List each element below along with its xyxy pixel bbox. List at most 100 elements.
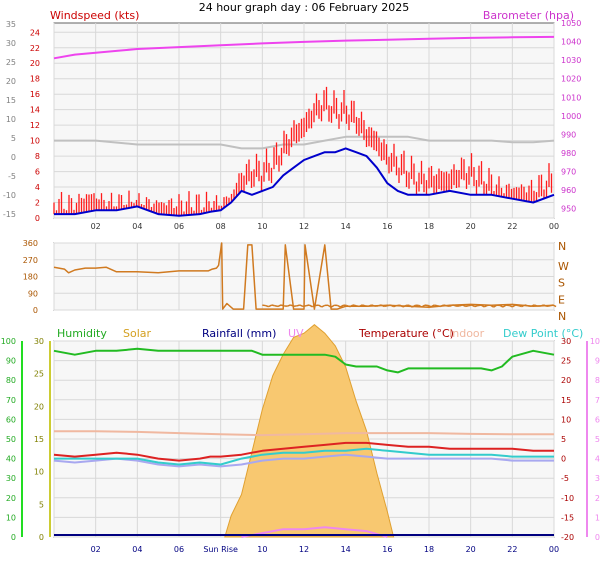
temp-tick-label: 0 — [561, 455, 566, 464]
direction-noise-segment — [511, 304, 516, 308]
solar-label: Solar — [123, 327, 152, 340]
direction-noise-segment — [352, 304, 357, 307]
secondary-tick-label: 0 — [11, 153, 16, 162]
x-tick-label: 16 — [382, 222, 392, 231]
temp-tick-label: -15 — [561, 513, 574, 522]
temp-tick-label: -20 — [561, 533, 574, 542]
x-tick-label: Sun Rise — [203, 545, 238, 554]
direction-noise-segment — [502, 304, 507, 308]
humidity-label: Humidity — [57, 327, 107, 340]
direction-noise-segment — [274, 305, 279, 308]
baro-tick-label: 960 — [561, 186, 576, 195]
wind-tick-label: 22 — [30, 44, 40, 53]
direction-noise-segment — [480, 304, 485, 308]
compass-tick-label: N — [558, 310, 566, 323]
uv-tick-label: 4 — [595, 455, 600, 464]
wind-tick-label: 0 — [35, 214, 40, 223]
direction-noise-segment — [408, 304, 413, 308]
uv-tick-label: 5 — [595, 435, 600, 444]
direction-tick-label: 270 — [23, 256, 38, 265]
direction-noise-segment — [493, 304, 498, 308]
direction-noise-segment — [308, 304, 313, 308]
direction-noise-segment — [384, 305, 388, 308]
direction-noise-segment — [440, 304, 444, 308]
chart-title: 24 hour graph day : 06 February 2025 — [199, 1, 410, 14]
direction-noise-segment — [271, 304, 276, 307]
wind-tick-label: 16 — [30, 90, 40, 99]
x-tick-label: 20 — [466, 222, 476, 231]
wind-tick-label: 6 — [35, 168, 40, 177]
direction-noise-segment — [387, 304, 391, 307]
x-tick-label: 10 — [257, 545, 267, 554]
direction-noise-segment — [452, 304, 457, 307]
uv-tick-label: 3 — [595, 474, 600, 483]
direction-noise-segment — [411, 304, 416, 308]
x-tick-label: 16 — [382, 545, 392, 554]
wind-tick-label: 12 — [30, 121, 40, 130]
solar-tick-label: 5 — [39, 500, 44, 509]
solar-tick-label: 10 — [34, 468, 44, 477]
direction-noise-segment — [377, 304, 382, 307]
direction-noise-segment — [524, 304, 529, 307]
direction-noise-segment — [340, 304, 344, 308]
solar-tick-label: 25 — [34, 370, 44, 379]
direction-noise-segment — [265, 304, 269, 308]
direction-noise-segment — [549, 304, 554, 307]
direction-noise-segment — [458, 304, 463, 307]
direction-noise-segment — [462, 304, 466, 308]
direction-noise-segment — [437, 304, 441, 308]
uv-label: UV — [288, 327, 304, 340]
x-tick-label: 20 — [466, 545, 476, 554]
direction-noise-segment — [290, 304, 294, 307]
direction-noise-segment — [368, 304, 372, 307]
baro-tick-label: 990 — [561, 130, 576, 139]
secondary-tick-label: 15 — [6, 96, 16, 105]
temp-tick-label: 30 — [561, 337, 571, 346]
direction-noise-segment — [427, 304, 432, 308]
humidity-tick-label: 30 — [6, 474, 16, 483]
direction-tick-label: 90 — [28, 289, 38, 298]
uv-tick-label: 9 — [595, 357, 600, 366]
temp-tick-label: 25 — [561, 357, 571, 366]
secondary-tick-label: -5 — [8, 172, 16, 181]
direction-noise-segment — [399, 304, 404, 308]
x-tick-label: 10 — [257, 222, 267, 231]
baro-tick-label: 1010 — [561, 93, 581, 102]
secondary-tick-label: 30 — [6, 39, 16, 48]
direction-noise-segment — [418, 304, 423, 308]
direction-noise-segment — [465, 305, 469, 308]
humidity-tick-label: 60 — [6, 415, 16, 424]
compass-tick-label: N — [558, 240, 566, 253]
x-tick-label: 00 — [549, 222, 559, 231]
direction-noise-segment — [499, 304, 504, 308]
direction-noise-segment — [393, 304, 397, 308]
average-wind-series — [54, 147, 555, 217]
x-tick-label: 22 — [507, 545, 517, 554]
direction-tick-label: 0 — [33, 306, 38, 315]
direction-noise-segment — [362, 304, 366, 307]
solar-tick-label: 0 — [39, 533, 44, 542]
barometer-series — [53, 35, 555, 60]
solar-tick-label: 20 — [34, 402, 44, 411]
humidity-tick-label: 10 — [6, 513, 16, 522]
uv-tick-label: 1 — [595, 513, 600, 522]
baro-tick-label: 1050 — [561, 19, 581, 28]
wind-tick-label: 20 — [30, 59, 40, 68]
solar-tick-label: 15 — [34, 435, 44, 444]
direction-noise-segment — [327, 304, 332, 308]
direction-noise-segment — [402, 304, 407, 308]
wind-tick-label: 10 — [30, 137, 40, 146]
x-tick-label: 00 — [549, 545, 559, 554]
direction-noise-segment — [296, 304, 301, 307]
baro-tick-label: 950 — [561, 205, 576, 214]
direction-noise-segment — [543, 304, 547, 307]
humidity-tick-label: 90 — [6, 357, 16, 366]
direction-noise-segment — [434, 304, 438, 307]
direction-tick-label: 180 — [23, 273, 38, 282]
compass-tick-label: E — [558, 293, 565, 306]
direction-noise-segment — [430, 304, 435, 308]
wind-axis-label: Windspeed (kts) — [50, 9, 139, 22]
direction-noise-segment — [349, 304, 354, 308]
x-tick-label: 18 — [424, 545, 434, 554]
